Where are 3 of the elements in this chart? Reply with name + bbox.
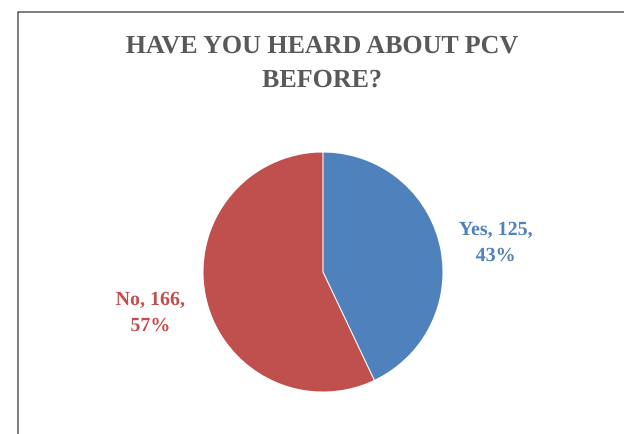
slice-label: Yes, 125, 43% — [458, 218, 533, 266]
chart-title: HAVE YOU HEARD ABOUT PCV BEFORE? — [126, 30, 518, 93]
slice-label: No, 166, 57% — [116, 288, 186, 336]
